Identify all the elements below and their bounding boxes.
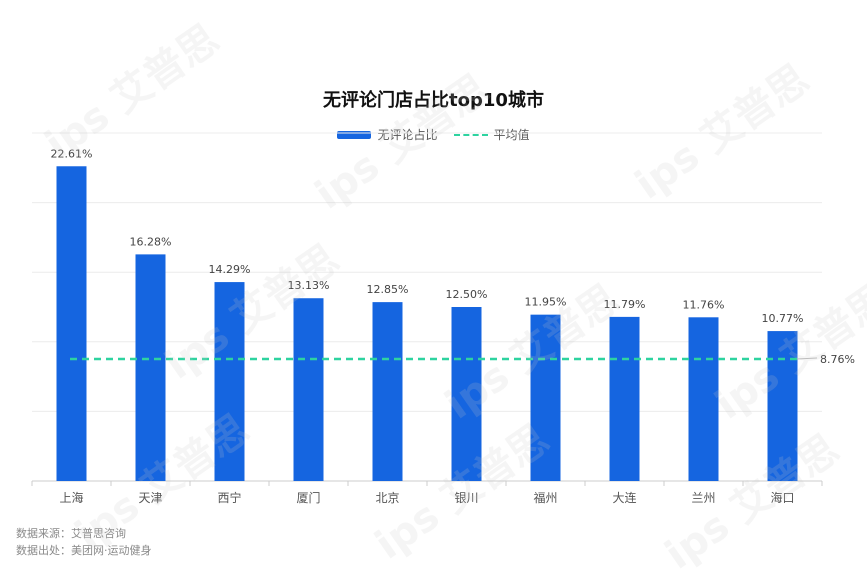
x-tick-label: 西宁: [217, 490, 241, 505]
chart-title: 无评论门店占比top10城市: [323, 90, 544, 111]
average-label: 8.76%: [820, 353, 855, 366]
average-label-leader: [796, 357, 818, 360]
source-line-2: 数据出处：美团网·运动健身: [16, 544, 152, 557]
x-tick-label: 福州: [533, 490, 557, 505]
data-label: 11.95%: [525, 296, 567, 309]
bar: [767, 331, 798, 481]
data-label: 11.79%: [604, 298, 646, 311]
bar: [214, 282, 245, 481]
source-line-1: 数据来源：艾普思咨询: [16, 527, 126, 540]
data-label: 11.76%: [683, 298, 725, 311]
bar: [135, 254, 166, 481]
x-tick-label: 北京: [375, 491, 399, 505]
data-label: 10.77%: [762, 312, 804, 325]
bar: [372, 302, 403, 481]
plot-area: 22.61% 上海 16.28% 天津 14.29% 西宁 13.13% 厦门 12.85% 北京…: [31, 132, 855, 505]
data-label: 14.29%: [209, 263, 251, 276]
bar: [688, 317, 719, 481]
legend-average-swatch: [453, 133, 488, 136]
data-label: 22.61%: [51, 147, 93, 160]
legend-bar-swatch: [337, 130, 372, 139]
x-tick-label: 天津: [138, 491, 162, 505]
data-label: 12.50%: [446, 288, 488, 301]
x-tick-label: 银川: [454, 491, 478, 505]
bar: [609, 316, 640, 481]
x-tick-label: 上海: [59, 490, 83, 505]
bar: [451, 307, 482, 481]
x-tick-label: 厦门: [296, 490, 320, 505]
bar: [56, 166, 87, 481]
chart: 无评论门店占比top10城市 无评论占比 平均值 22.61% 上海 16.28% 天…: [0, 90, 867, 557]
x-tick-label: 兰州: [691, 491, 715, 505]
data-label: 12.85%: [367, 283, 409, 296]
legend-label-bar: 无评论占比: [377, 128, 438, 142]
legend-label-average: 平均值: [493, 128, 530, 142]
x-tick-label: 海口: [770, 490, 794, 505]
chart-legend: 无评论占比 平均值: [0, 126, 867, 143]
bar: [293, 298, 324, 481]
bar: [530, 314, 561, 481]
data-label: 16.28%: [130, 235, 172, 248]
legend-item-average[interactable]: 平均值: [453, 126, 530, 143]
legend-item-bar[interactable]: 无评论占比: [337, 126, 438, 143]
x-tick-label: 大连: [612, 490, 636, 505]
data-label: 13.13%: [288, 279, 330, 292]
